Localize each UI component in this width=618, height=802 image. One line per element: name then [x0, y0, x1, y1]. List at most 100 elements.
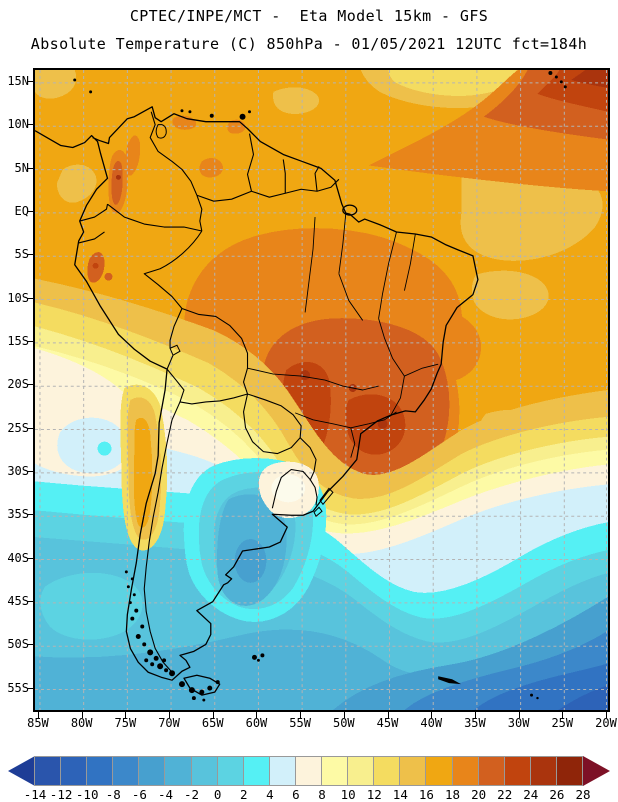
lat-label: 10S	[7, 290, 29, 305]
uruguay-cold-core	[271, 474, 306, 503]
lat-tick	[27, 167, 33, 169]
lat-label: 40S	[7, 550, 29, 565]
lon-tick	[387, 712, 389, 718]
lat-tick	[27, 557, 33, 559]
colorbar-cell	[347, 756, 375, 786]
lat-tick	[27, 600, 33, 602]
colorbar-tick-label: 6	[292, 787, 300, 802]
colorbar-tick-label: 22	[497, 787, 513, 802]
colorbar-tick-label: 14	[392, 787, 408, 802]
lat-tick	[27, 384, 33, 386]
lat-label: EQ	[14, 203, 29, 218]
lon-label: 70W	[158, 716, 180, 730]
colorbar-left-arrow	[8, 756, 35, 786]
lon-label: 50W	[332, 716, 355, 730]
lat-tick	[27, 297, 33, 299]
lakes	[155, 124, 334, 517]
lat-label: 35S	[7, 507, 29, 522]
colorbar-tick-label: 24	[523, 787, 539, 802]
colorbar-tick-label: -6	[131, 787, 147, 802]
lat-tick	[27, 340, 33, 342]
colorbar-tick-label: 4	[266, 787, 274, 802]
lon-label: 25W	[551, 716, 574, 730]
temperature-map	[35, 70, 608, 710]
lon-label: 20W	[595, 716, 617, 730]
colorbar-cell	[112, 756, 140, 786]
page-subtitle: Absolute Temperature (C) 850hPa - 01/05/…	[30, 35, 588, 53]
colorbar-cell	[555, 756, 583, 786]
lat-label: 30S	[7, 463, 29, 478]
colorbar-tick-label: -14	[23, 787, 47, 802]
colorbar-cell	[503, 756, 531, 786]
lat-tick	[27, 124, 33, 126]
lat-label: 20S	[7, 377, 29, 392]
lat-tick	[27, 254, 33, 256]
colorbar-cell	[425, 756, 453, 786]
colorbar-cell	[373, 756, 401, 786]
lat-label: 5N	[14, 160, 29, 175]
lat-tick	[27, 644, 33, 646]
colorbar-tick-label: -4	[157, 787, 173, 802]
lat-label: 25S	[7, 420, 29, 435]
islands	[73, 70, 567, 702]
map-frame	[33, 68, 610, 712]
lon-label: 30W	[507, 716, 530, 730]
lat-label: 10N	[7, 117, 29, 132]
colorbar-cell	[242, 756, 270, 786]
colorbar-cell	[60, 756, 88, 786]
lat-tick	[27, 470, 33, 472]
lon-label: 55W	[289, 716, 311, 730]
lon-tick	[474, 712, 476, 718]
colorbar	[8, 756, 610, 786]
colorbar-right-arrow	[582, 756, 610, 786]
lat-label: 50S	[7, 637, 29, 652]
colorbar-tick-label: 18	[444, 787, 461, 802]
contour-field	[35, 70, 608, 710]
lon-tick	[606, 712, 607, 718]
lat-tick	[27, 687, 33, 689]
colorbar-cell	[294, 756, 323, 786]
lon-label: 40W	[420, 716, 443, 730]
lat-label: 5S	[14, 247, 29, 262]
lon-label: 60W	[245, 716, 268, 730]
colorbar-tick-label: 0	[213, 787, 222, 802]
colorbar-tick-label: -8	[105, 787, 121, 802]
colorbar-cell	[34, 756, 62, 786]
lon-label: 65W	[201, 716, 224, 730]
lat-tick	[27, 210, 33, 212]
lon-tick	[81, 712, 83, 718]
colorbar-cell	[477, 756, 505, 786]
colorbar-tick-label: 16	[418, 787, 434, 802]
lat-label: 55S	[7, 680, 29, 695]
colorbar-tick-label: -12	[49, 787, 73, 802]
page-title: CPTEC/INPE/MCT - Eta Model 15km - GFS	[129, 7, 489, 25]
colorbar-cell	[451, 756, 479, 786]
lon-tick	[37, 712, 39, 718]
lat-tick	[27, 427, 33, 429]
colorbar-cell	[138, 756, 166, 786]
lon-tick	[562, 712, 564, 718]
colorbar-cell	[216, 756, 244, 786]
colorbar-tick-label: -10	[75, 787, 99, 802]
colorbar-cell	[321, 756, 349, 786]
lat-tick	[27, 514, 33, 516]
lon-label: 35W	[464, 716, 486, 730]
lon-tick	[125, 712, 127, 718]
colorbar-tick-label: 2	[239, 787, 248, 802]
lon-label: 80W	[70, 716, 93, 730]
lat-tick	[27, 80, 33, 82]
state-borders	[247, 213, 439, 458]
colorbar-cell	[190, 756, 218, 786]
colorbar-cell	[399, 756, 427, 786]
lat-label: 45S	[7, 593, 29, 608]
lon-label: 45W	[376, 716, 399, 730]
colorbar-tick-label: 28	[575, 787, 591, 802]
lon-tick	[343, 712, 345, 718]
grid-lines	[35, 70, 608, 710]
lat-label: 15S	[7, 333, 29, 348]
colorbar-tick-label: 26	[549, 787, 565, 802]
lon-tick	[212, 712, 214, 718]
lat-label: 15N	[7, 73, 29, 88]
colorbar-cell	[86, 756, 114, 786]
colorbar-tick-label: -2	[184, 787, 200, 802]
